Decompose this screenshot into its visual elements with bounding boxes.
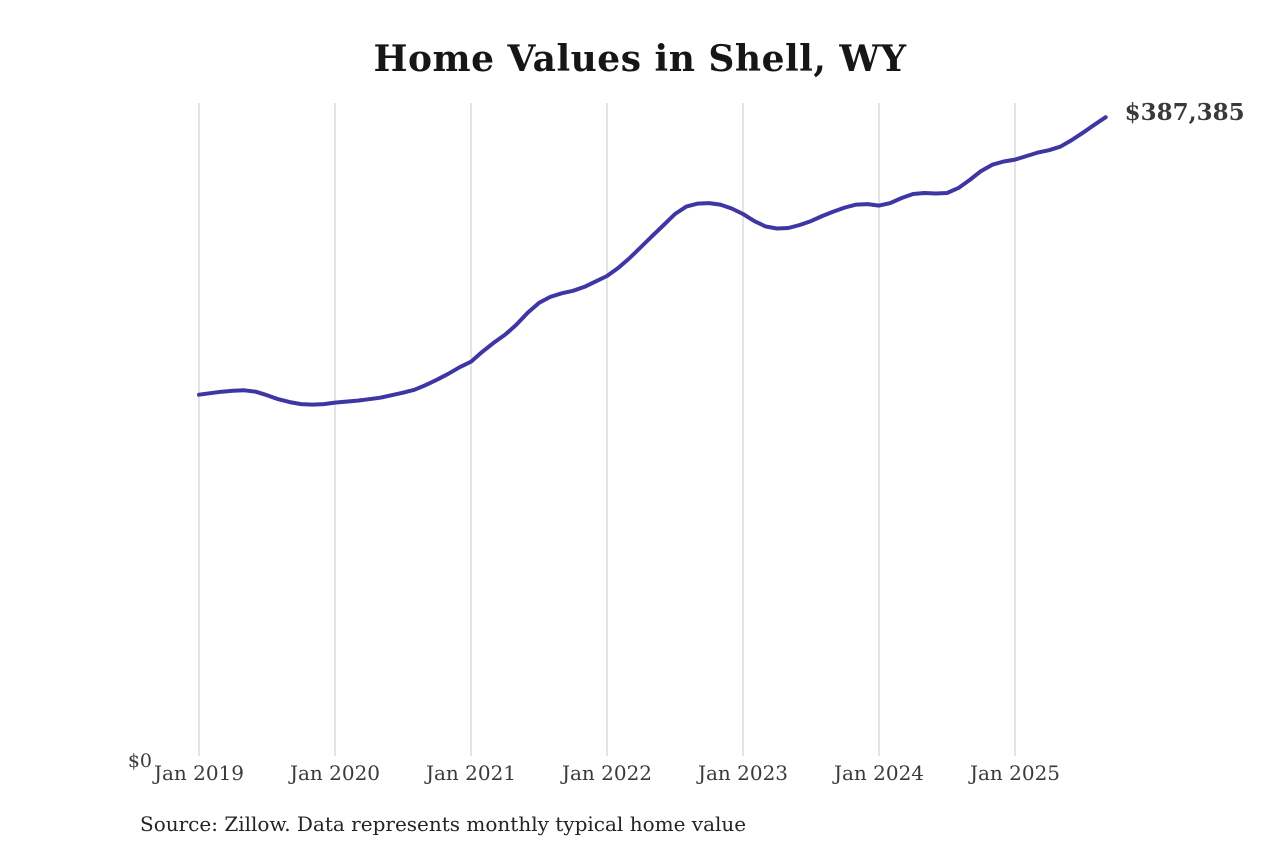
x-tick-label: Jan 2025 [968,761,1060,785]
x-tick-label: Jan 2022 [560,761,652,785]
current-value-label: $387,385 [1125,99,1245,126]
x-tick-label: Jan 2019 [152,761,244,785]
y-zero-label: $0 [128,750,152,772]
source-note: Source: Zillow. Data represents monthly … [140,812,747,836]
x-tick-label: Jan 2024 [832,761,924,785]
chart-title: Home Values in Shell, WY [373,38,907,80]
x-tick-label: Jan 2021 [424,761,516,785]
x-tick-label: Jan 2020 [288,761,380,785]
x-tick-label: Jan 2023 [696,761,788,785]
home-value-line [197,115,1108,407]
